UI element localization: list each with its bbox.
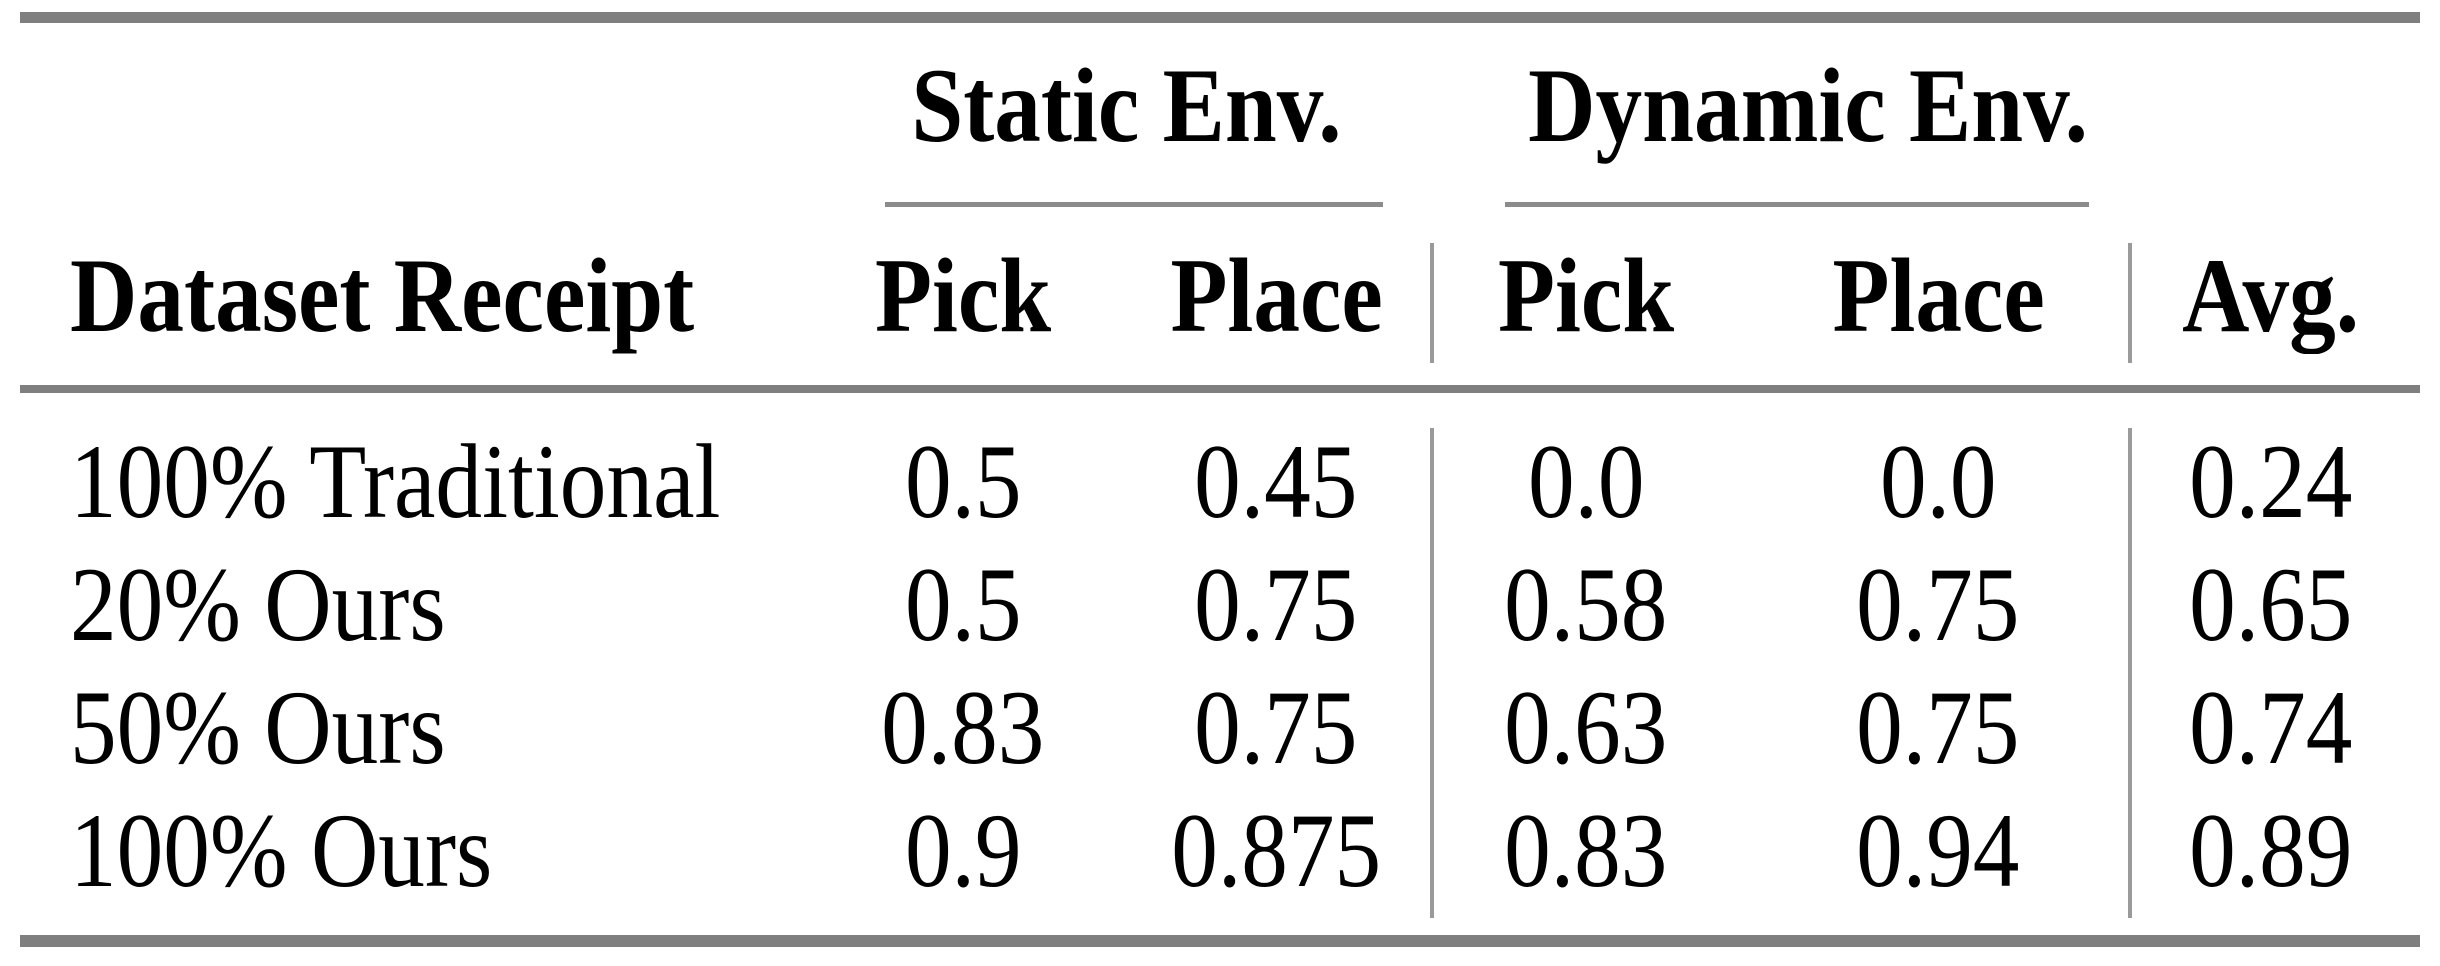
cell-static-pick: 0.5 — [904, 423, 1022, 540]
group-header-static-env: Static Env. — [826, 47, 1426, 164]
cell-static-place: 0.875 — [1171, 792, 1381, 909]
column-header-static-pick: Pick — [875, 237, 1052, 354]
body-separator-static-dynamic — [1430, 428, 1434, 918]
cell-avg: 0.74 — [2189, 669, 2353, 786]
cell-avg: 0.24 — [2189, 423, 2353, 540]
dynamic-group-cmidrule — [1505, 202, 2089, 207]
group-header-static-env-label: Static Env. — [910, 47, 1342, 164]
cell-dynamic-place: 0.94 — [1856, 792, 2020, 909]
column-header-dynamic-place: Place — [1832, 237, 2045, 354]
cell-static-pick: 0.9 — [904, 792, 1022, 909]
cell-dynamic-place: 0.75 — [1856, 669, 2020, 786]
column-header-avg: Avg. — [2182, 237, 2360, 354]
cell-static-pick: 0.5 — [904, 546, 1022, 663]
cell-static-place: 0.45 — [1194, 423, 1358, 540]
cell-dynamic-pick: 0.83 — [1504, 792, 1668, 909]
group-header-dynamic-env-label: Dynamic Env. — [1528, 47, 2088, 164]
header-separator-static-dynamic — [1430, 243, 1434, 363]
top-rule — [20, 12, 2420, 23]
row-label-100pct-traditional: 100% Traditional — [70, 423, 721, 540]
column-header-dataset-receipt: Dataset Receipt — [70, 237, 695, 354]
cell-static-place: 0.75 — [1194, 669, 1358, 786]
bottom-rule — [20, 935, 2420, 947]
cell-dynamic-pick: 0.58 — [1504, 546, 1668, 663]
cell-dynamic-pick: 0.0 — [1527, 423, 1645, 540]
column-header-dynamic-pick: Pick — [1498, 237, 1675, 354]
cell-static-pick: 0.83 — [881, 669, 1045, 786]
row-label-20pct-ours: 20% Ours — [70, 546, 446, 663]
cell-avg: 0.65 — [2189, 546, 2353, 663]
cell-static-place: 0.75 — [1194, 546, 1358, 663]
group-header-dynamic-env: Dynamic Env. — [1490, 47, 2104, 164]
row-label-100pct-ours: 100% Ours — [70, 792, 493, 909]
cell-avg: 0.89 — [2189, 792, 2353, 909]
mid-rule — [20, 385, 2420, 393]
header-separator-dynamic-avg — [2128, 243, 2132, 363]
cell-dynamic-place: 0.75 — [1856, 546, 2020, 663]
row-label-50pct-ours: 50% Ours — [70, 669, 446, 786]
body-separator-dynamic-avg — [2128, 428, 2132, 918]
static-group-cmidrule — [885, 202, 1383, 207]
cell-dynamic-place: 0.0 — [1879, 423, 1997, 540]
cell-dynamic-pick: 0.63 — [1504, 669, 1668, 786]
column-header-static-place: Place — [1170, 237, 1383, 354]
